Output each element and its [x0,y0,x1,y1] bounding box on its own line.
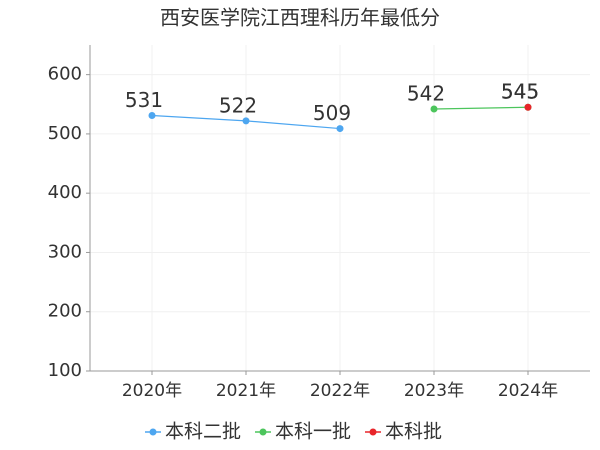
x-tick-label: 2021年 [216,381,276,401]
x-tick-label: 2023年 [404,381,464,401]
y-tick-label: 400 [48,182,82,203]
data-label: 545 [501,80,539,104]
point [336,125,344,133]
point [148,112,156,120]
legend-label: 本科批 [385,421,442,443]
data-label: 522 [219,93,257,117]
y-tick-label: 500 [48,123,82,144]
legend-label: 本科二批 [165,421,241,443]
legend-marker [149,428,157,436]
y-tick-label: 100 [48,360,82,381]
legend-label: 本科一批 [275,421,351,443]
y-tick-label: 300 [48,241,82,262]
legend-marker [369,428,377,436]
point [524,103,532,111]
y-tick-label: 600 [48,64,82,85]
point [430,105,438,113]
x-tick-label: 2020年 [122,381,182,401]
data-label: 545 [501,80,539,104]
point [242,117,250,125]
x-tick-label: 2024年 [498,381,558,401]
y-tick-label: 200 [48,301,82,322]
legend-marker [259,428,267,436]
data-label: 531 [125,88,163,112]
series-line [433,106,529,110]
x-tick-label: 2022年 [310,381,370,401]
data-label: 542 [407,82,445,106]
data-label: 509 [313,101,351,125]
chart-title: 西安医学院江西理科历年最低分 [160,6,440,30]
